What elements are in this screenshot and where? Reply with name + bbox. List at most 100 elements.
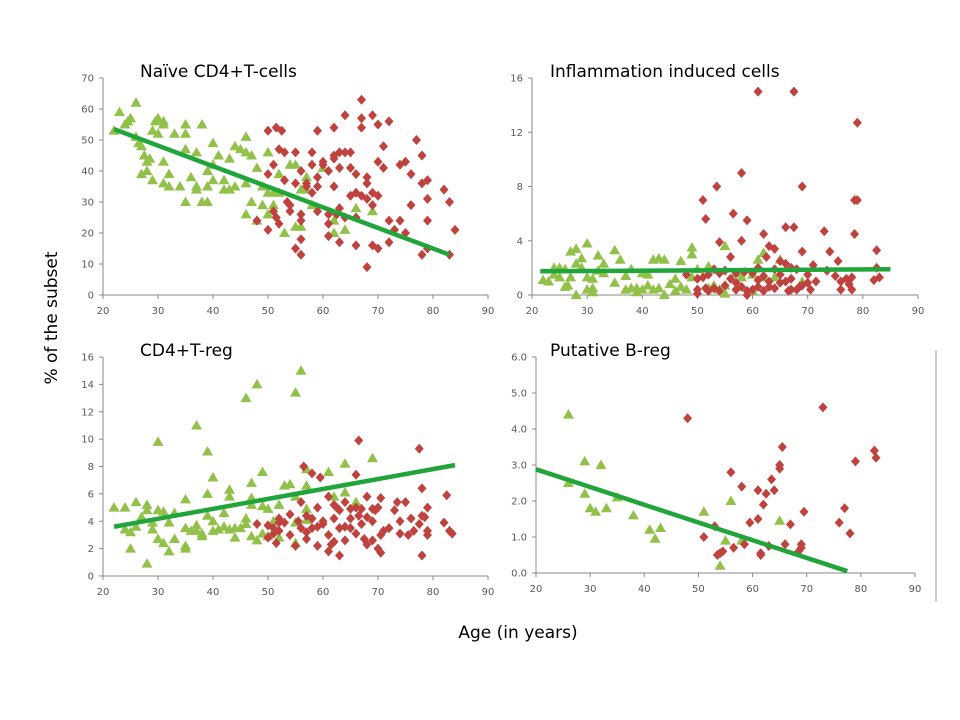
x-tick-label: 40 xyxy=(207,587,220,598)
data-point-triangle xyxy=(191,146,202,157)
data-point-diamond xyxy=(351,469,361,480)
data-point-triangle xyxy=(262,146,274,157)
data-point-diamond xyxy=(770,283,780,294)
data-point-diamond xyxy=(786,284,796,295)
data-point-diamond xyxy=(291,540,300,551)
data-point-diamond xyxy=(830,271,840,282)
data-point-diamond xyxy=(324,231,333,242)
data-point-diamond xyxy=(850,228,860,239)
data-point-triangle xyxy=(240,392,252,403)
data-point-diamond xyxy=(357,518,366,529)
data-point-diamond xyxy=(362,491,372,502)
data-point-diamond xyxy=(745,517,755,528)
data-point-triangle xyxy=(240,146,252,157)
data-point-diamond xyxy=(384,237,394,248)
x-tick-label: 90 xyxy=(909,584,922,595)
data-point-diamond xyxy=(417,483,427,494)
data-point-diamond xyxy=(362,262,372,273)
data-point-triangle xyxy=(158,537,169,548)
data-point-triangle xyxy=(163,545,175,556)
data-point-diamond xyxy=(781,258,791,269)
data-point-triangle xyxy=(180,196,191,206)
data-point-triangle xyxy=(614,254,626,264)
data-point-triangle xyxy=(229,140,241,151)
data-point-diamond xyxy=(357,503,366,514)
data-point-diamond xyxy=(712,181,722,192)
data-point-triangle xyxy=(562,409,574,419)
y-tick-label: 2 xyxy=(88,544,94,555)
x-tick-label: 30 xyxy=(152,587,165,598)
data-point-triangle xyxy=(207,137,219,148)
data-point-triangle xyxy=(240,177,252,188)
data-point-triangle xyxy=(147,125,158,135)
data-point-triangle xyxy=(130,521,142,531)
data-point-diamond xyxy=(726,252,736,263)
data-point-diamond xyxy=(414,443,424,454)
data-point-triangle xyxy=(570,289,582,299)
data-point-diamond xyxy=(373,190,383,201)
data-point-diamond xyxy=(737,167,747,178)
data-point-diamond xyxy=(764,276,774,287)
x-tick-label: 80 xyxy=(854,584,867,595)
data-point-triangle xyxy=(669,285,681,295)
data-point-diamond xyxy=(714,237,724,248)
data-point-triangle xyxy=(686,242,698,252)
data-point-diamond xyxy=(335,147,344,158)
data-point-diamond xyxy=(818,402,828,413)
data-point-diamond xyxy=(414,518,424,529)
data-point-triangle xyxy=(141,558,153,568)
data-point-diamond xyxy=(307,513,317,524)
x-tick-label: 40 xyxy=(636,306,649,317)
data-point-triangle xyxy=(669,273,681,283)
data-point-triangle xyxy=(218,521,230,531)
data-point-diamond xyxy=(753,86,763,97)
data-point-triangle xyxy=(152,436,164,446)
data-point-diamond xyxy=(285,529,295,540)
data-point-diamond xyxy=(718,546,728,557)
data-point-diamond xyxy=(362,178,372,189)
x-tick-label: 80 xyxy=(427,306,440,317)
data-point-triangle xyxy=(642,269,654,279)
series-old xyxy=(252,435,457,561)
data-point-diamond xyxy=(775,460,785,470)
data-point-triangle xyxy=(202,488,213,498)
data-point-triangle xyxy=(240,518,252,528)
data-point-diamond xyxy=(362,193,372,204)
data-point-triangle xyxy=(273,168,285,179)
data-point-triangle xyxy=(367,205,378,216)
data-point-triangle xyxy=(658,254,670,264)
data-point-diamond xyxy=(728,208,738,219)
data-point-diamond xyxy=(313,540,322,551)
data-point-diamond xyxy=(357,122,366,133)
data-point-triangle xyxy=(213,523,224,534)
data-point-diamond xyxy=(439,517,449,528)
data-point-triangle xyxy=(125,543,136,553)
data-point-diamond xyxy=(357,113,366,124)
data-point-triangle xyxy=(590,506,602,516)
data-point-diamond xyxy=(785,519,795,530)
data-point-diamond xyxy=(797,181,807,192)
trend-line xyxy=(113,462,456,529)
data-point-triangle xyxy=(158,156,169,166)
data-point-triangle xyxy=(323,466,334,476)
data-point-diamond xyxy=(373,156,383,167)
y-tick-label: 2.0 xyxy=(511,497,527,508)
data-point-triangle xyxy=(224,184,235,194)
data-point-triangle xyxy=(180,143,191,154)
data-point-diamond xyxy=(296,249,306,260)
data-point-triangle xyxy=(180,543,191,553)
data-point-diamond xyxy=(318,516,328,527)
data-point-triangle xyxy=(290,387,301,397)
data-point-diamond xyxy=(796,542,806,553)
data-point-diamond xyxy=(280,175,289,186)
data-point-triangle xyxy=(548,269,560,279)
x-tick-label: 40 xyxy=(638,584,651,595)
data-point-triangle xyxy=(595,459,607,469)
data-point-diamond xyxy=(872,245,882,256)
data-point-diamond xyxy=(450,224,460,235)
data-point-diamond xyxy=(329,122,339,133)
data-point-triangle xyxy=(257,199,268,210)
data-point-triangle xyxy=(207,174,219,185)
